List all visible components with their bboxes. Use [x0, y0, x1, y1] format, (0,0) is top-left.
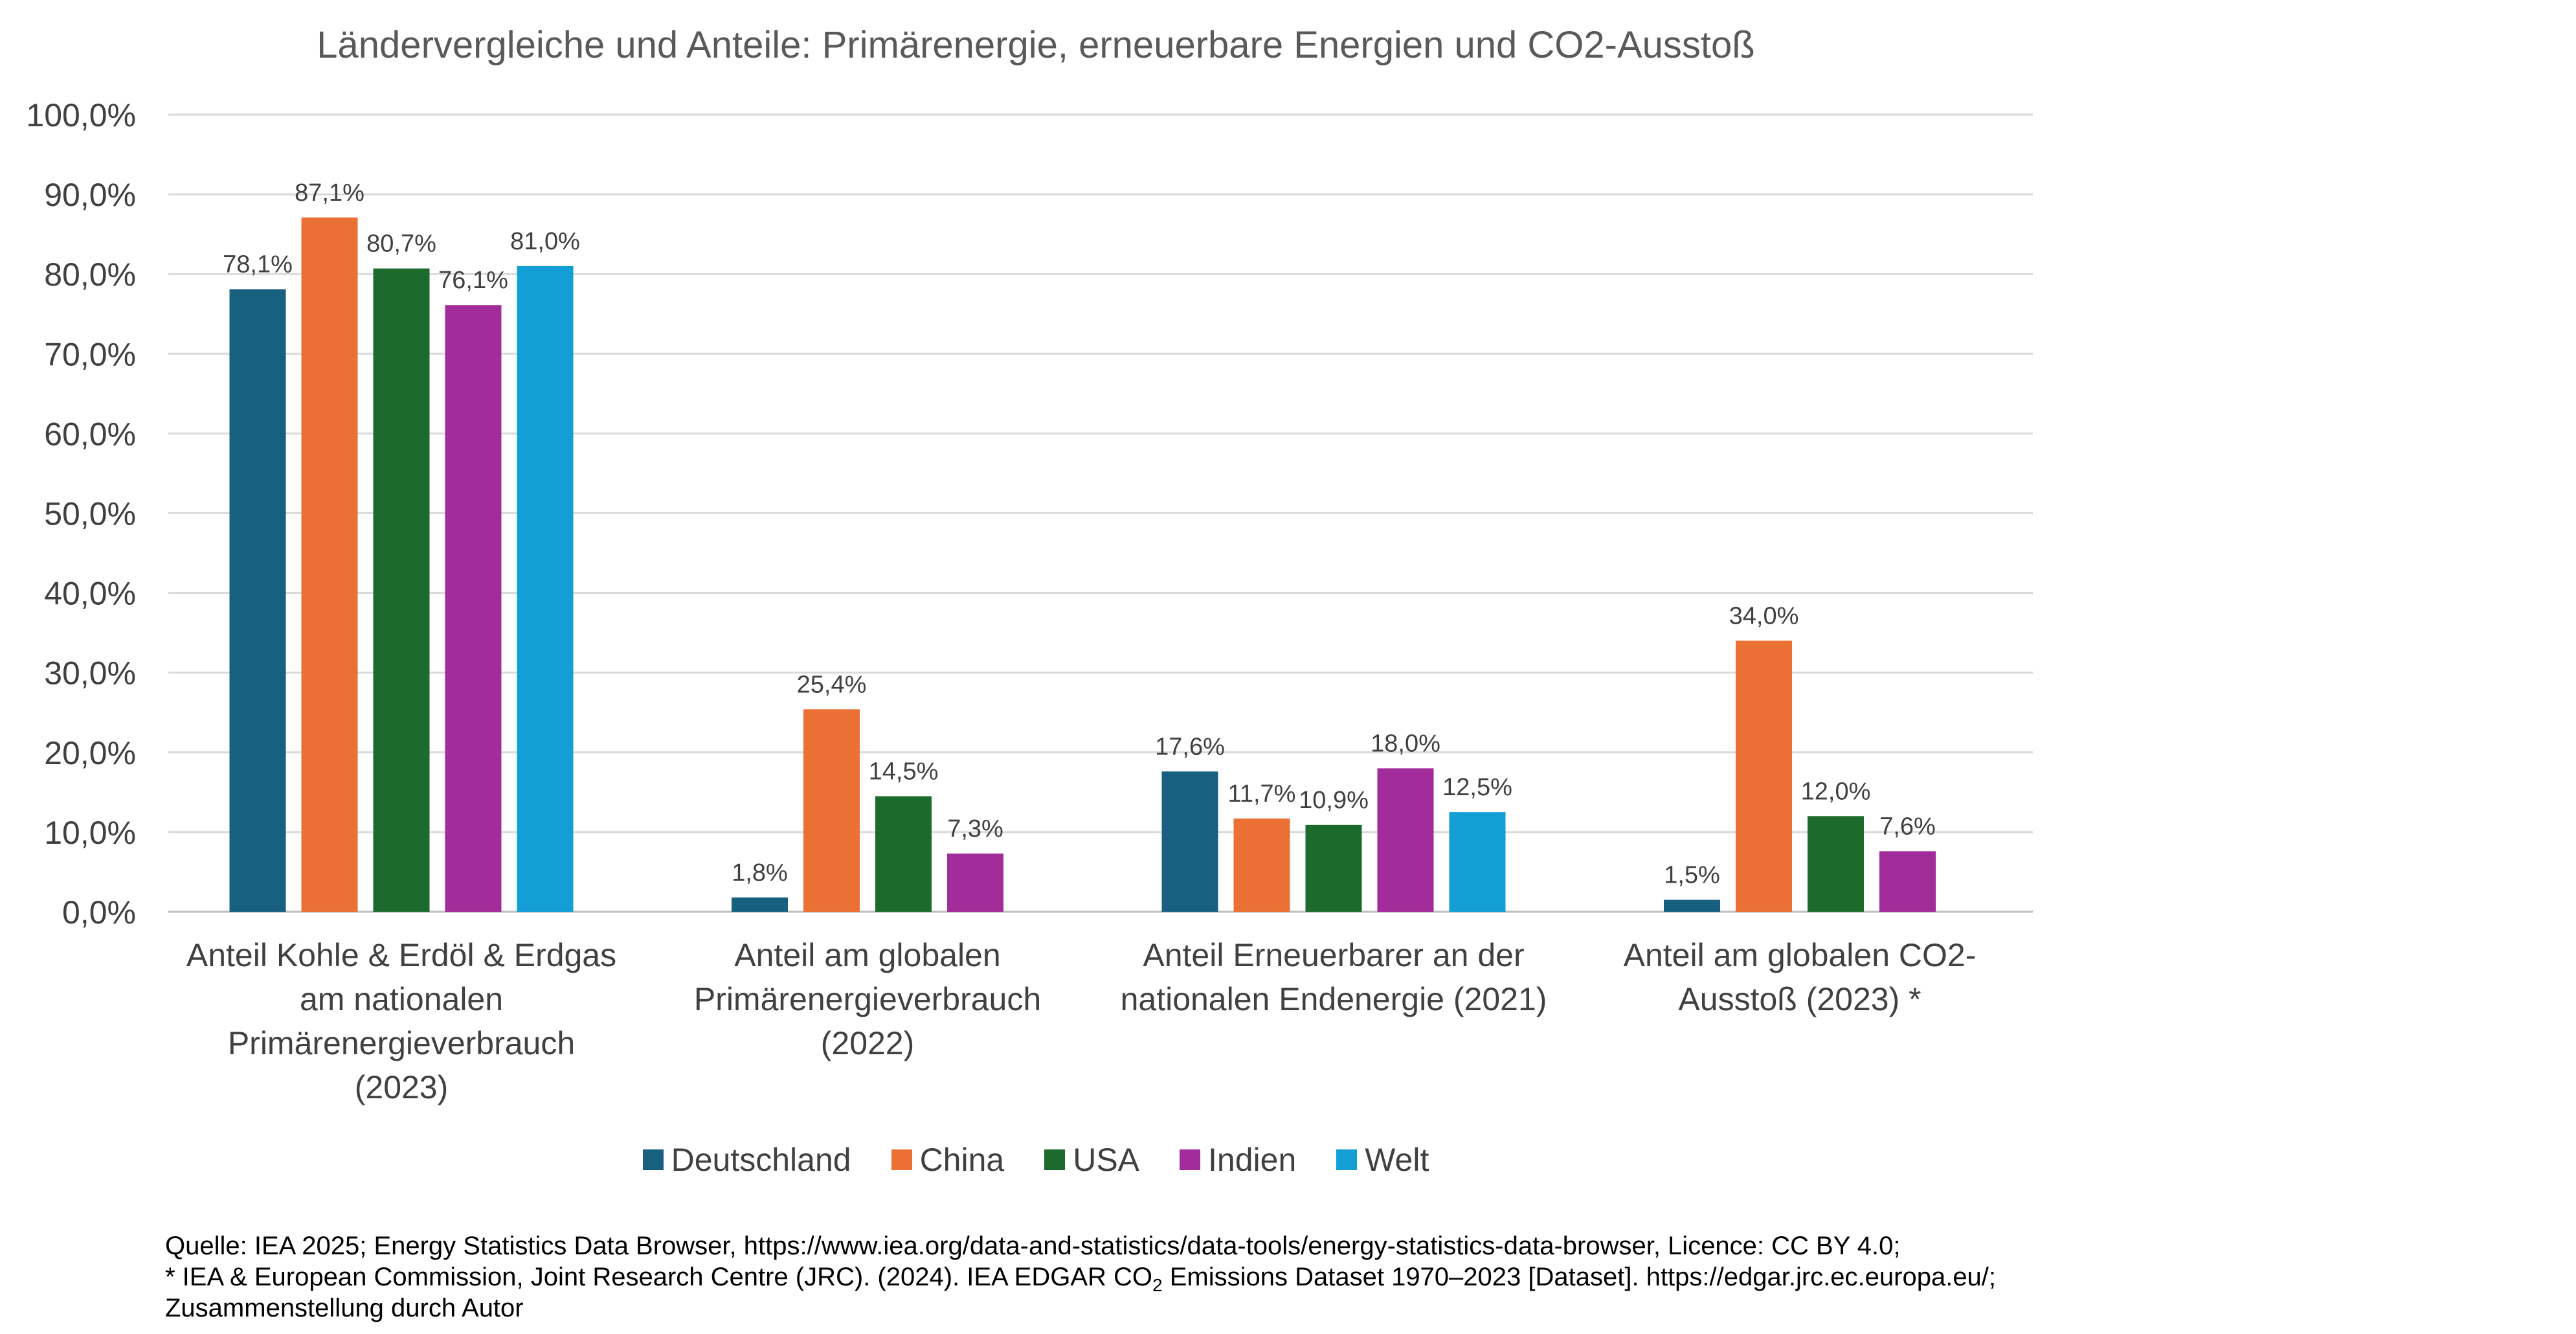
y-tick-label: 70,0%: [44, 336, 136, 372]
legend-label: USA: [1073, 1142, 1140, 1178]
x-category-label: am nationalen: [300, 981, 503, 1017]
y-tick-label: 100,0%: [26, 97, 136, 133]
legend-item-indien: Indien: [1180, 1141, 1296, 1179]
data-label: 12,0%: [1801, 778, 1871, 805]
bar-indien: [1377, 768, 1434, 912]
legend-swatch: [891, 1149, 912, 1170]
data-label: 81,0%: [510, 228, 580, 255]
legend-swatch: [1044, 1149, 1066, 1170]
data-label: 12,5%: [1442, 774, 1512, 801]
y-tick-label: 90,0%: [44, 177, 136, 213]
data-label: 18,0%: [1371, 730, 1440, 757]
bar-china: [803, 709, 860, 912]
data-label: 7,6%: [1879, 813, 1936, 840]
bar-deutschland: [1664, 899, 1720, 912]
data-label: 17,6%: [1155, 733, 1225, 760]
legend-item-welt: Welt: [1336, 1141, 1429, 1179]
legend-item-china: China: [891, 1141, 1005, 1179]
data-label: 87,1%: [295, 179, 364, 207]
bar-deutschland: [229, 289, 286, 912]
legend-swatch: [642, 1149, 664, 1170]
data-label: 11,7%: [1228, 780, 1296, 808]
bar-indien: [445, 305, 502, 912]
y-tick-label: 0,0%: [62, 894, 136, 931]
x-category-label: Anteil Kohle & Erdöl & Erdgas: [186, 937, 616, 973]
legend-label: Deutschland: [671, 1142, 851, 1178]
data-label: 25,4%: [797, 671, 867, 698]
bar-china: [301, 217, 358, 912]
bar-welt: [517, 266, 574, 912]
source-line-1: Quelle: IEA 2025; Energy Statistics Data…: [165, 1232, 1901, 1260]
data-label: 34,0%: [1729, 602, 1799, 629]
bar-usa: [875, 796, 932, 912]
bar-welt: [1449, 812, 1506, 912]
x-category-label: Primärenergieverbrauch: [694, 981, 1041, 1017]
data-label: 10,9%: [1299, 787, 1369, 814]
data-label: 1,8%: [732, 859, 788, 887]
legend-swatch: [1336, 1149, 1358, 1170]
source-note: Quelle: IEA 2025; Energy Statistics Data…: [165, 1230, 1996, 1324]
x-category-label: nationalen Endenergie (2021): [1121, 981, 1547, 1017]
y-tick-label: 60,0%: [44, 416, 136, 452]
data-label: 76,1%: [438, 267, 508, 294]
y-tick-label: 40,0%: [44, 576, 136, 612]
bar-usa: [373, 268, 430, 912]
source-line-2-end: Emissions Dataset 1970–2023 [Dataset]. h…: [1162, 1263, 1997, 1291]
legend-swatch: [1180, 1149, 1201, 1170]
bar-deutschland: [1161, 771, 1218, 912]
legend-item-deutschland: Deutschland: [642, 1141, 851, 1179]
y-tick-label: 10,0%: [44, 815, 136, 851]
legend-item-usa: USA: [1044, 1141, 1139, 1179]
bar-usa: [1305, 824, 1362, 912]
source-line-2-start: * IEA & European Commission, Joint Resea…: [165, 1263, 1153, 1291]
data-label: 14,5%: [869, 758, 939, 786]
source-line-2-subscript: 2: [1152, 1275, 1163, 1295]
bar-china: [1233, 818, 1290, 912]
legend-label: Welt: [1365, 1142, 1429, 1178]
bar-indien: [1879, 851, 1936, 912]
bar-usa: [1808, 816, 1864, 912]
x-category-label: Anteil am globalen: [734, 937, 1000, 973]
x-category-label: (2022): [821, 1025, 915, 1061]
y-tick-label: 30,0%: [44, 655, 136, 692]
chart-title: Ländervergleiche und Anteile: Primärener…: [317, 24, 1755, 66]
legend-label: China: [919, 1142, 1005, 1178]
source-line-3: Zusammenstellung durch Autor: [165, 1294, 524, 1322]
y-tick-label: 20,0%: [44, 735, 136, 771]
data-label: 80,7%: [366, 231, 436, 258]
x-category-label: Anteil am globalen CO2-: [1624, 937, 1977, 973]
chart-legend: Deutschland China USA Indien Welt: [0, 1141, 2072, 1179]
x-category-label: Primärenergieverbrauch: [228, 1025, 575, 1061]
legend-label: Indien: [1208, 1142, 1297, 1178]
data-label: 1,5%: [1664, 862, 1720, 889]
data-label: 7,3%: [947, 815, 1003, 842]
data-label: 78,1%: [223, 251, 293, 278]
y-tick-label: 50,0%: [44, 496, 136, 532]
bar-indien: [947, 854, 1003, 912]
source-line-2: * IEA & European Commission, Joint Resea…: [165, 1261, 1997, 1295]
x-category-label: Anteil Erneuerbarer an der: [1143, 937, 1524, 973]
x-category-label: (2023): [355, 1069, 449, 1105]
y-tick-label: 80,0%: [44, 256, 136, 293]
x-category-label: Ausstoß (2023) *: [1678, 981, 1921, 1017]
bar-deutschland: [732, 897, 788, 912]
bar-china: [1736, 640, 1792, 912]
